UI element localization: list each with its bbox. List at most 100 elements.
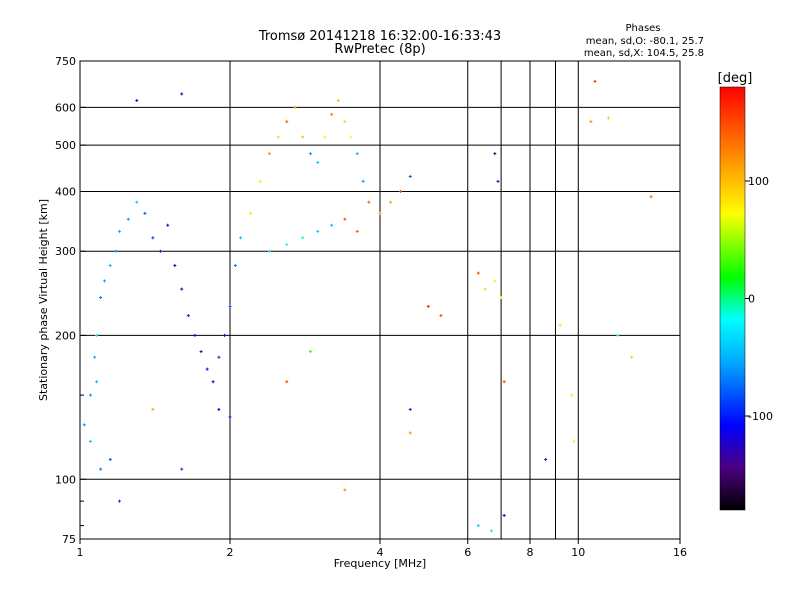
x-tick-label: 2	[227, 546, 234, 559]
data-point	[493, 279, 497, 283]
colorbar-tick-label: 100	[748, 175, 769, 188]
data-point	[82, 423, 86, 427]
data-point	[355, 152, 359, 156]
x-tick-label: 8	[527, 546, 534, 559]
data-point	[616, 333, 620, 337]
data-point	[593, 79, 597, 83]
data-point	[143, 211, 147, 215]
data-point	[408, 174, 412, 178]
data-point	[89, 393, 93, 397]
data-point	[151, 407, 155, 411]
data-point	[293, 105, 297, 109]
data-point	[173, 264, 177, 268]
data-point	[367, 200, 371, 204]
data-point	[186, 314, 190, 318]
data-point	[285, 380, 289, 384]
data-point	[301, 236, 305, 240]
colorbar-tick-label: -100	[748, 410, 773, 423]
colorbar-ticks: 100 0 -100	[745, 175, 773, 423]
plot-frame	[79, 60, 681, 540]
data-point	[308, 350, 312, 354]
data-point	[95, 333, 99, 337]
data-point	[267, 152, 271, 156]
y-tick-label: 500	[55, 139, 76, 152]
data-point	[228, 415, 232, 419]
data-point	[151, 236, 155, 240]
data-point	[308, 152, 312, 156]
axis-ticks: 1 2 4 6 8 10 16 75 100 200 300 400 500 600 750	[55, 55, 687, 559]
y-tick-label: 75	[62, 533, 76, 546]
data-point	[343, 217, 347, 221]
y-tick-label: 750	[55, 55, 76, 68]
x-tick-label: 10	[571, 546, 585, 559]
data-point	[336, 99, 340, 103]
data-point	[496, 179, 500, 183]
data-point	[89, 439, 93, 443]
data-point	[649, 195, 653, 199]
data-point	[408, 407, 412, 411]
data-point	[158, 249, 162, 253]
chart-subtitle: RwPretec (8p)	[334, 42, 425, 57]
data-point	[439, 314, 443, 318]
data-point	[558, 323, 562, 327]
data-point	[361, 179, 365, 183]
data-point	[389, 200, 393, 204]
phase-stat-x: mean, sd,X: 104.5, 25.8	[584, 48, 704, 59]
data-point	[589, 120, 593, 124]
data-point	[99, 467, 103, 471]
data-point	[483, 287, 487, 291]
data-point	[285, 120, 289, 124]
data-point	[355, 229, 359, 233]
data-point	[267, 249, 271, 253]
data-point	[135, 200, 139, 204]
data-point	[95, 380, 99, 384]
data-point	[493, 152, 497, 156]
grid	[80, 61, 680, 539]
data-point	[630, 355, 634, 359]
x-axis-label: Frequency [MHz]	[334, 557, 426, 570]
data-point	[343, 488, 347, 492]
phases-header: Phases	[625, 23, 660, 34]
data-point	[117, 229, 121, 233]
y-tick-label: 400	[55, 185, 76, 198]
data-point	[330, 223, 334, 227]
data-point	[349, 135, 353, 139]
data-point	[258, 179, 262, 183]
data-point	[103, 279, 107, 283]
data-point	[205, 367, 209, 371]
colorbar: [deg] 100 0 -100	[718, 71, 773, 511]
data-point	[114, 249, 118, 253]
data-point	[166, 223, 170, 227]
data-point	[217, 355, 221, 359]
data-point	[316, 160, 320, 164]
data-point	[217, 407, 221, 411]
data-point	[180, 287, 184, 291]
data-point	[233, 264, 237, 268]
data-point	[570, 393, 574, 397]
data-point	[99, 296, 103, 300]
y-axis-label: Stationary phase Virtual Height [km]	[37, 199, 50, 401]
chart-title: Tromsø 20141218 16:32:00-16:33:43	[258, 29, 501, 44]
data-point	[490, 529, 494, 533]
data-point	[330, 112, 334, 116]
x-tick-label: 4	[377, 546, 384, 559]
y-tick-label: 300	[55, 245, 76, 258]
data-point	[180, 467, 184, 471]
data-point	[108, 264, 112, 268]
data-point	[276, 135, 280, 139]
data-point	[316, 229, 320, 233]
y-tick-label: 200	[55, 329, 76, 342]
data-point	[476, 271, 480, 275]
x-tick-label: 1	[77, 546, 84, 559]
data-point	[408, 431, 412, 435]
data-point	[301, 135, 305, 139]
data-point	[499, 296, 503, 300]
data-point	[502, 513, 506, 517]
data-point	[502, 380, 506, 384]
data-point	[285, 242, 289, 246]
data-point	[193, 333, 197, 337]
data-point	[399, 189, 403, 193]
data-point	[239, 236, 243, 240]
data-point	[607, 116, 611, 120]
